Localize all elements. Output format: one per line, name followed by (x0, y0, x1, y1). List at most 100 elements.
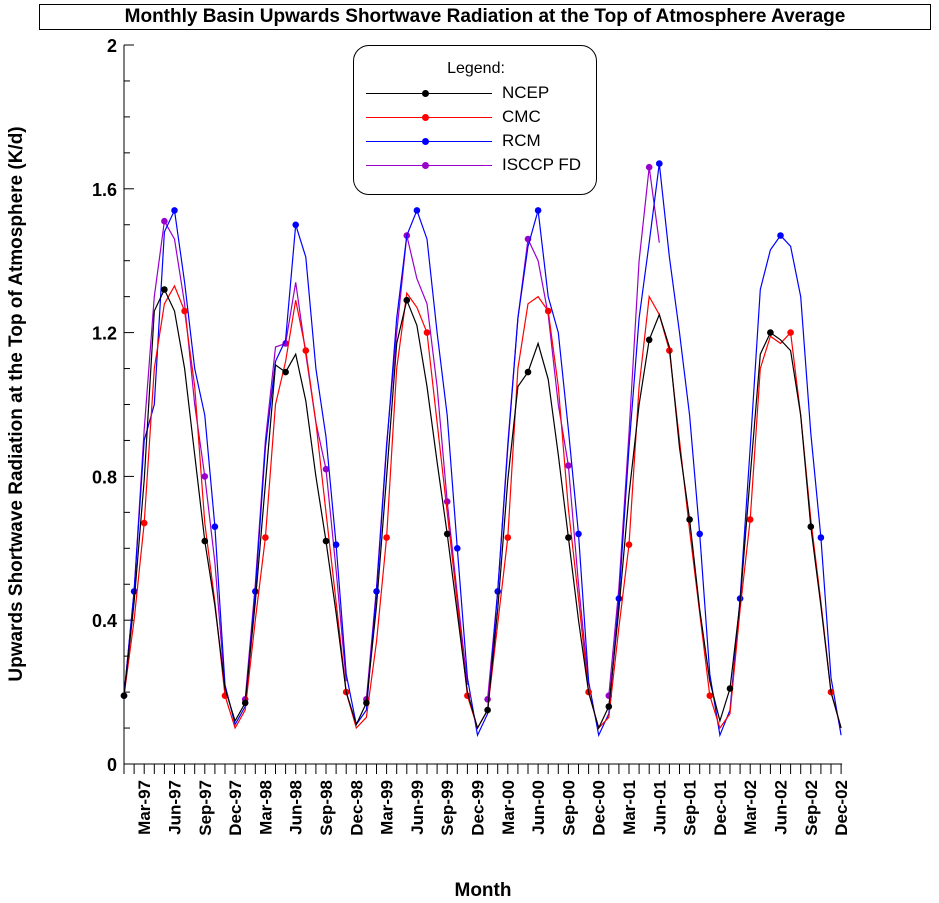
data-point (403, 296, 411, 304)
chart-title: Monthly Basin Upwards Shortwave Radiatio… (39, 4, 931, 30)
data-point (484, 696, 491, 703)
x-tick-label: Jun-99 (408, 780, 427, 835)
x-tick-label: Jun-98 (287, 780, 306, 835)
data-point (120, 692, 128, 699)
x-tick-label: Sep-00 (559, 780, 578, 836)
data-point (625, 541, 633, 548)
data-point (686, 516, 693, 523)
series-layer (120, 160, 842, 738)
legend-item: RCM (354, 130, 598, 154)
data-point (726, 685, 734, 692)
data-point (373, 588, 380, 595)
data-point (645, 336, 653, 344)
series-line (123, 163, 842, 738)
data-point (696, 530, 703, 538)
x-tick-label: Dec-98 (347, 780, 366, 836)
legend-label: NCEP (502, 83, 550, 102)
data-point (282, 340, 289, 347)
data-point (322, 465, 330, 473)
data-point (575, 530, 582, 538)
data-point (423, 329, 431, 336)
data-point (211, 523, 219, 530)
y-tick-label: 2 (107, 36, 117, 56)
x-tick-label: Jun-02 (772, 780, 791, 835)
data-point (201, 537, 209, 545)
x-tick-label: Mar-98 (256, 780, 275, 835)
series-line (123, 167, 660, 700)
data-point (656, 160, 663, 167)
data-point (484, 706, 491, 714)
data-point (282, 368, 289, 376)
data-point (504, 534, 512, 541)
legend-title: Legend: (447, 60, 505, 77)
x-tick-label: Sep-99 (438, 780, 457, 836)
data-point (322, 537, 330, 545)
data-point (292, 221, 300, 229)
y-axis-label: Upwards Shortwave Radiation at the Top o… (6, 126, 27, 681)
legend-marker (422, 162, 429, 169)
data-point (787, 329, 794, 336)
series-line (123, 288, 842, 730)
series-rcm (123, 160, 842, 738)
x-tick-label: Dec-97 (226, 780, 245, 836)
y-tick-label: 1.6 (92, 180, 117, 200)
x-tick-label: Mar-02 (741, 780, 760, 835)
legend-item: NCEP (354, 82, 598, 106)
data-point (130, 588, 138, 595)
data-point (161, 286, 168, 293)
data-point (777, 232, 784, 239)
x-axis-label: Month (455, 880, 512, 901)
data-point (454, 545, 461, 552)
data-point (262, 534, 269, 541)
data-point (817, 534, 825, 541)
data-point (544, 307, 552, 315)
x-tick-label: Mar-00 (499, 780, 518, 835)
data-point (706, 692, 714, 699)
data-point (413, 207, 421, 214)
data-point (524, 368, 532, 376)
x-tick-label: Sep-98 (317, 780, 336, 836)
legend-marker (422, 90, 429, 97)
data-point (645, 163, 653, 171)
x-tick-label: Dec-02 (832, 780, 851, 836)
data-point (140, 519, 148, 527)
data-point (302, 347, 310, 354)
x-tick-label: Jun-01 (650, 780, 669, 835)
x-tick-label: Dec-01 (711, 780, 730, 836)
data-point (201, 473, 209, 480)
data-point (332, 541, 340, 548)
data-point (383, 534, 390, 541)
legend-label: RCM (502, 131, 541, 150)
x-tick-label: Dec-00 (590, 780, 609, 836)
y-tick-label: 0.8 (92, 467, 117, 487)
data-point (171, 207, 178, 214)
data-point (746, 516, 754, 523)
data-point (615, 595, 623, 602)
y-tick-label: 0 (107, 755, 117, 775)
data-point (767, 329, 774, 336)
data-point (241, 699, 249, 707)
legend-marker (422, 114, 429, 121)
x-tick-label: Sep-02 (802, 780, 821, 836)
legend-marker (422, 138, 429, 145)
data-point (252, 588, 259, 595)
legend-line (366, 93, 492, 94)
data-point (807, 523, 815, 530)
legend-line (366, 117, 492, 118)
legend-item: CMC (354, 106, 598, 130)
series-ncep (120, 286, 842, 730)
x-tick-label: Mar-99 (378, 780, 397, 835)
data-point (534, 207, 542, 214)
data-point (181, 307, 188, 315)
data-point (494, 588, 502, 595)
data-point (161, 217, 168, 225)
legend-item: ISCCP FD (354, 154, 598, 178)
x-tick-label: Sep-01 (681, 780, 700, 836)
x-tick-label: Mar-97 (135, 780, 154, 835)
legend-line (366, 141, 492, 142)
x-tick-label: Jun-97 (166, 780, 185, 835)
legend-label: CMC (502, 107, 541, 126)
data-point (363, 699, 370, 707)
y-tick-label: 0.4 (92, 611, 117, 631)
